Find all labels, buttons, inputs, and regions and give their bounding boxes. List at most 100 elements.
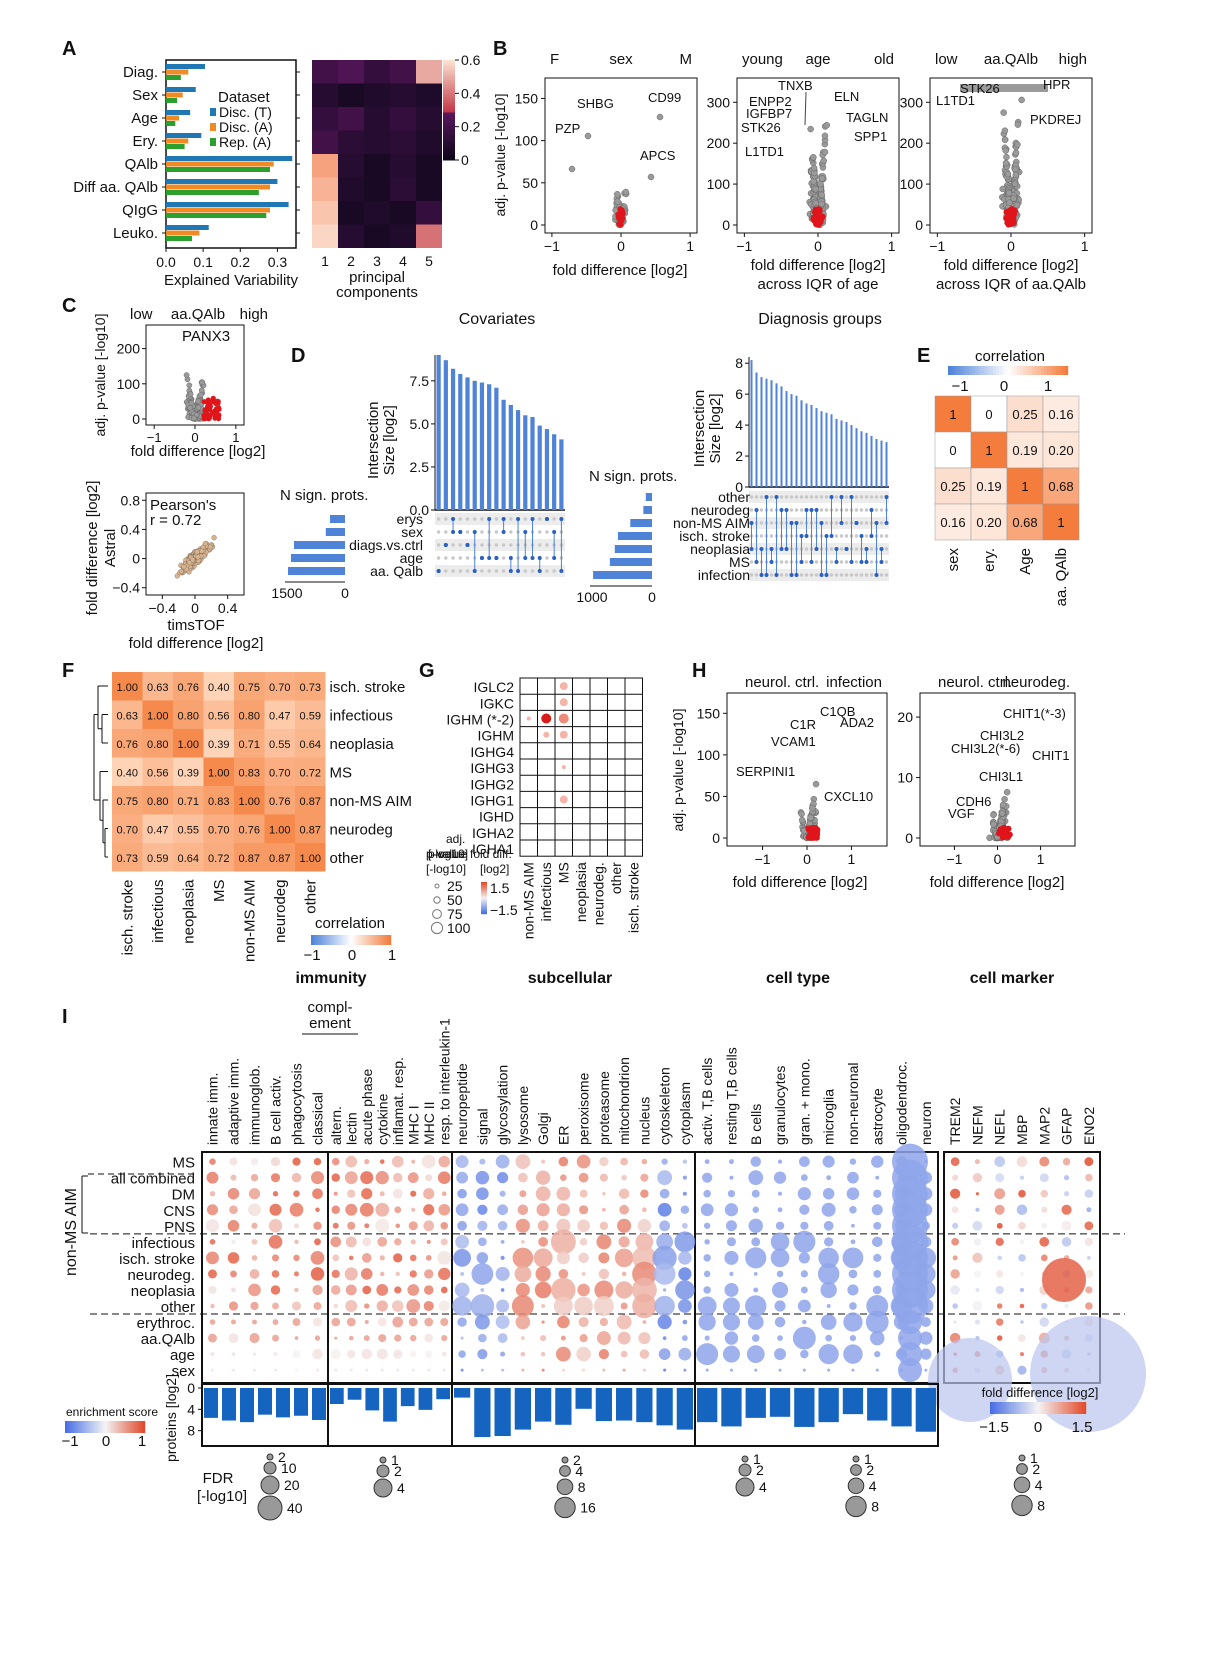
panelI-dot (209, 1191, 216, 1197)
panelI-dot (231, 1352, 236, 1356)
panelI-dot (745, 1295, 767, 1317)
panelI-dot (996, 1222, 1003, 1229)
panelI-bar (454, 1388, 471, 1398)
panelI-dot (555, 1346, 571, 1362)
panelA-bar (166, 156, 293, 161)
intersection-bar (494, 387, 499, 510)
panelI-dot (873, 1270, 882, 1278)
panelI-col-label: microglia (821, 1089, 837, 1145)
panelI-dot (272, 1191, 279, 1197)
matrix-dot-on (804, 508, 809, 512)
hull-band (960, 84, 1048, 92)
panelI-row-label: MS (173, 1155, 196, 1172)
panelF-cell-value: 0.70 (269, 768, 290, 780)
matrix-dot (799, 573, 804, 577)
panelI-dot (849, 1158, 857, 1165)
data-point (1005, 189, 1013, 197)
fdr-key (554, 1496, 576, 1519)
matrix-dot-on (465, 543, 470, 547)
panelI-col-label: cytokine (374, 1093, 390, 1145)
panelI-fdr-val: 20 (284, 1477, 300, 1493)
panelI-dot (438, 1155, 451, 1168)
panelI-dot (639, 1349, 650, 1359)
data-point (656, 113, 664, 121)
panelI-dot (395, 1271, 400, 1277)
data-point (1001, 127, 1009, 134)
panelI-dot (423, 1300, 434, 1312)
panelE-cell-value: 0.25 (1012, 407, 1037, 422)
panelI-dot (952, 1303, 958, 1309)
panel-letter: C (62, 295, 76, 317)
data-point-sig (213, 408, 219, 414)
panelI-dot (1085, 1286, 1093, 1294)
panelI-dot (477, 1204, 488, 1215)
set-size-bar (330, 515, 345, 523)
cbar-seg (1059, 366, 1063, 375)
cbar-seg (957, 366, 961, 375)
cbar-seg (443, 152, 455, 156)
matrix-dot (769, 508, 774, 512)
panelF-cell-value: 0.76 (239, 825, 260, 837)
matrix-dot-on (544, 517, 549, 521)
panelI-dot (724, 1282, 739, 1297)
matrix-dot (523, 517, 527, 521)
matrix-dot-on (884, 495, 889, 499)
panelI-dot (1063, 1175, 1070, 1181)
panelI-dot (424, 1317, 434, 1327)
matrix-dot (834, 573, 839, 577)
scatter-point (195, 554, 201, 560)
tick-label: 1 (1081, 238, 1089, 254)
cbar-seg (443, 77, 455, 81)
panelI-dot (1063, 1191, 1070, 1197)
panelI-dot (471, 1263, 494, 1285)
panelI-bar (794, 1388, 815, 1427)
intersection-bar (840, 420, 843, 487)
panelF-cell-value: 0.73 (300, 682, 321, 694)
matrix-dot-on (516, 569, 521, 573)
panelI-bar (842, 1388, 864, 1415)
panelI-row-label: aa.QAlb (141, 1331, 195, 1348)
panelI-dot (270, 1285, 281, 1295)
tick-label: 0 (341, 585, 349, 601)
panelI-row-label: other (161, 1299, 195, 1316)
panelI-dot (347, 1349, 356, 1359)
cbar-seg (443, 105, 455, 108)
panelA-heat-cell (416, 83, 442, 107)
intersection-bar (479, 382, 485, 510)
cbar-seg (133, 1421, 136, 1433)
cbar-seg (349, 935, 352, 945)
gene-label: SERPINI1 (736, 764, 795, 779)
panelI-dot (344, 1171, 358, 1185)
panelI-col-label: resp. to interleukin-1 (436, 1018, 452, 1145)
intersection-bar (755, 372, 758, 487)
panelI-dot (1041, 1302, 1048, 1310)
intersection-bar (508, 404, 513, 510)
panelI-dot (680, 1205, 690, 1215)
cbar-seg (948, 366, 952, 375)
panelI-bar (891, 1388, 912, 1427)
data-point (584, 132, 592, 140)
tick-label: 0 (648, 589, 656, 605)
matrix-dot (749, 573, 754, 577)
panelI-dot (332, 1222, 339, 1229)
data-point (195, 404, 202, 411)
panelG-dot (559, 682, 568, 691)
intersection-bar (552, 434, 557, 510)
intersection-bar (458, 373, 463, 510)
panelI-dot (638, 1332, 651, 1345)
panelI-dot (578, 1316, 589, 1328)
panelI-dot (344, 1267, 358, 1281)
matrix-dot-on (552, 530, 557, 534)
panelI-dot (996, 1270, 1004, 1278)
matrix-dot (451, 569, 455, 573)
panelI-dot (410, 1334, 417, 1342)
panelA-bar (166, 207, 270, 213)
panelI-dot (752, 1206, 759, 1213)
data-point (1004, 170, 1012, 178)
panelI-dot (658, 1348, 671, 1360)
panelI-row-label: PNS (164, 1219, 195, 1236)
panelI-dot (480, 1288, 485, 1292)
intersection-bar (865, 432, 868, 487)
matrix-dot (509, 530, 513, 534)
cbar-seg (371, 935, 374, 945)
